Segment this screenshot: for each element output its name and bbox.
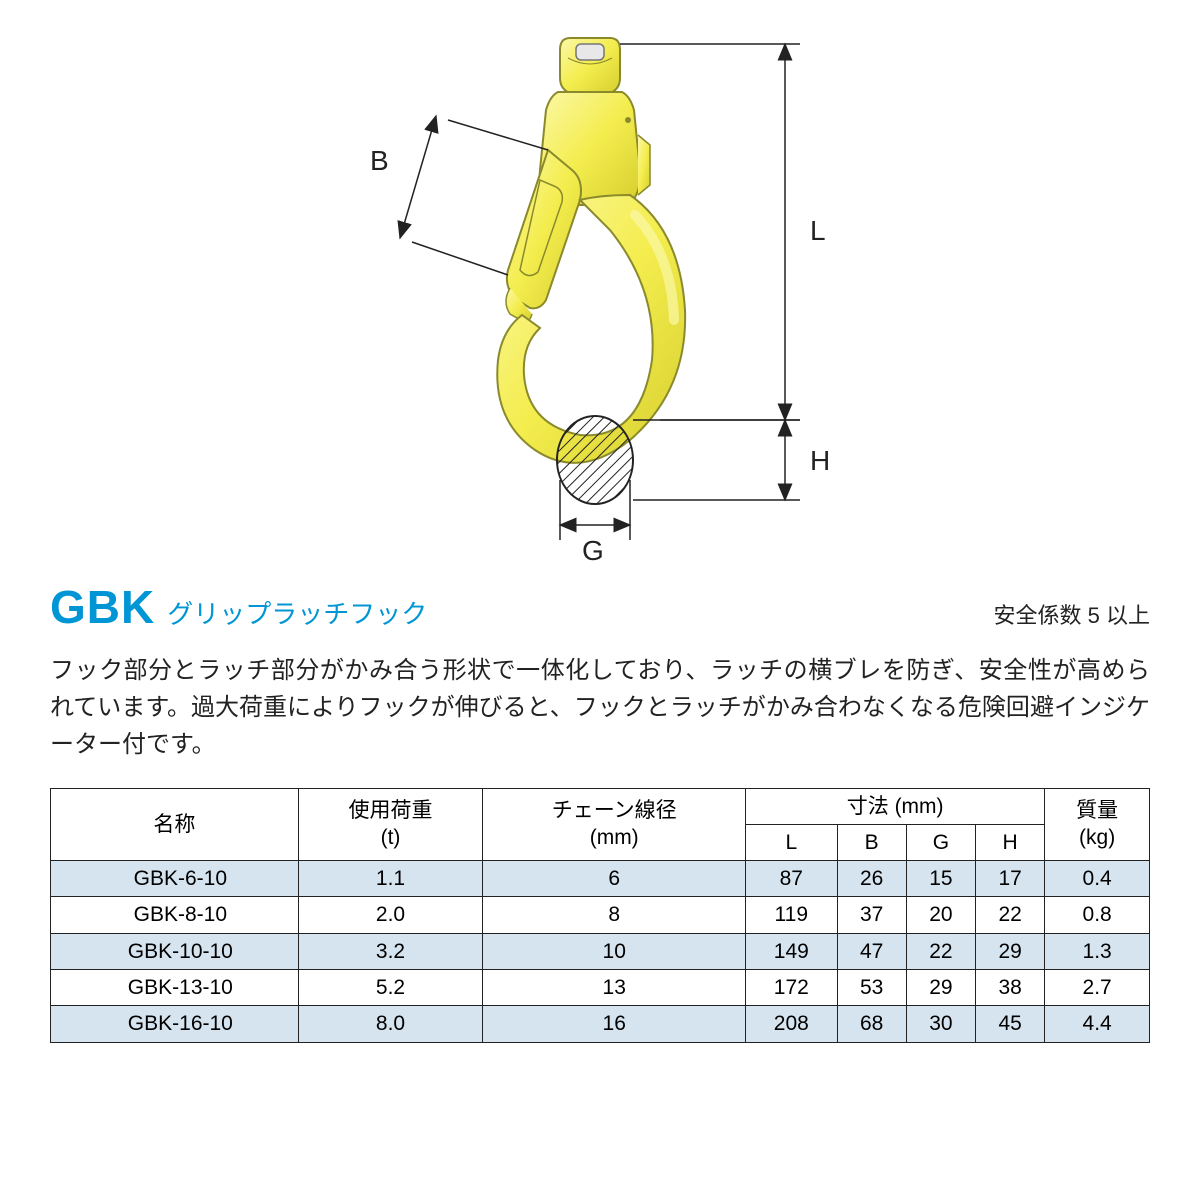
cell-chain: 6 (483, 861, 746, 897)
label-H: H (810, 445, 830, 476)
cell-load: 8.0 (298, 1006, 483, 1042)
cell-B: 37 (837, 897, 906, 933)
cell-mass: 4.4 (1045, 1006, 1150, 1042)
label-B: B (370, 145, 389, 176)
cell-chain: 10 (483, 933, 746, 969)
th-B: B (837, 824, 906, 860)
hook-diagram: L H G B (220, 20, 980, 570)
cell-name: GBK-16-10 (51, 1006, 299, 1042)
cell-G: 22 (906, 933, 975, 969)
cell-B: 68 (837, 1006, 906, 1042)
product-name: グリップラッチフック (167, 594, 427, 631)
cell-H: 22 (976, 897, 1045, 933)
cell-name: GBK-13-10 (51, 970, 299, 1006)
th-L: L (746, 824, 837, 860)
dimension-H: H (633, 420, 830, 500)
cell-chain: 13 (483, 970, 746, 1006)
th-load: 使用荷重(t) (298, 788, 483, 861)
label-L: L (810, 215, 826, 246)
cell-L: 172 (746, 970, 837, 1006)
cell-H: 38 (976, 970, 1045, 1006)
cell-G: 29 (906, 970, 975, 1006)
cell-G: 20 (906, 897, 975, 933)
cell-B: 53 (837, 970, 906, 1006)
cell-B: 47 (837, 933, 906, 969)
cell-H: 17 (976, 861, 1045, 897)
cell-chain: 8 (483, 897, 746, 933)
product-code: GBK (50, 580, 155, 634)
cell-H: 29 (976, 933, 1045, 969)
cell-B: 26 (837, 861, 906, 897)
cell-chain: 16 (483, 1006, 746, 1042)
cross-section (557, 416, 633, 504)
th-mass: 質量(kg) (1045, 788, 1150, 861)
cell-L: 87 (746, 861, 837, 897)
label-G: G (582, 535, 604, 566)
cell-G: 15 (906, 861, 975, 897)
cell-L: 208 (746, 1006, 837, 1042)
safety-note: 安全係数 5 以上 (994, 598, 1150, 630)
cell-load: 3.2 (298, 933, 483, 969)
title-row: GBK グリップラッチフック 安全係数 5 以上 (40, 580, 1160, 634)
cell-load: 1.1 (298, 861, 483, 897)
spec-table: 名称 使用荷重(t) チェーン線径(mm) 寸法 (mm) 質量(kg) L B… (50, 788, 1150, 1043)
cell-name: GBK-10-10 (51, 933, 299, 969)
table-row: GBK-16-108.0162086830454.4 (51, 1006, 1150, 1042)
cell-L: 149 (746, 933, 837, 969)
th-name: 名称 (51, 788, 299, 861)
th-chain: チェーン線径(mm) (483, 788, 746, 861)
description-text: フック部分とラッチ部分がかみ合う形状で一体化しており、ラッチの横ブレを防ぎ、安全… (40, 652, 1160, 764)
cell-load: 2.0 (298, 897, 483, 933)
cell-name: GBK-8-10 (51, 897, 299, 933)
hook-icon (497, 38, 685, 463)
table-row: GBK-6-101.16872615170.4 (51, 861, 1150, 897)
th-dim: 寸法 (mm) (746, 788, 1045, 824)
table-row: GBK-10-103.2101494722291.3 (51, 933, 1150, 969)
cell-name: GBK-6-10 (51, 861, 299, 897)
th-H: H (976, 824, 1045, 860)
cell-load: 5.2 (298, 970, 483, 1006)
table-row: GBK-13-105.2131725329382.7 (51, 970, 1150, 1006)
cell-H: 45 (976, 1006, 1045, 1042)
diagram-area: L H G B (40, 20, 1160, 570)
cell-mass: 2.7 (1045, 970, 1150, 1006)
cell-mass: 0.8 (1045, 897, 1150, 933)
cell-mass: 0.4 (1045, 861, 1150, 897)
cell-mass: 1.3 (1045, 933, 1150, 969)
table-row: GBK-8-102.081193720220.8 (51, 897, 1150, 933)
cell-L: 119 (746, 897, 837, 933)
cell-G: 30 (906, 1006, 975, 1042)
th-G: G (906, 824, 975, 860)
